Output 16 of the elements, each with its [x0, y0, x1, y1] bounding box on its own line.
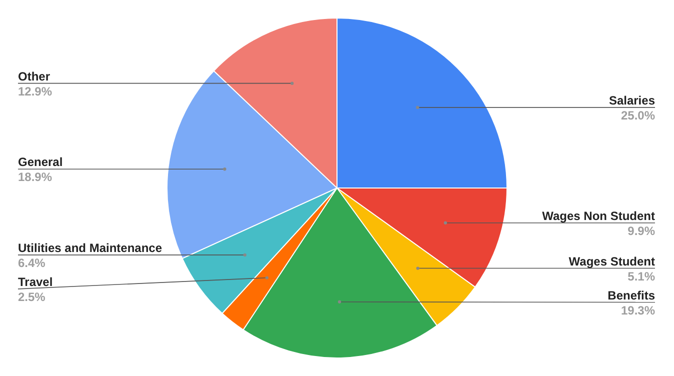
data-label: 25.0%	[620, 108, 656, 122]
slice-label: General	[18, 155, 63, 170]
slice-label: Other	[18, 69, 50, 84]
data-label: 9.9%	[628, 224, 656, 238]
slice-label: Utilities and Maintenance	[18, 240, 162, 255]
data-label: 5.1%	[628, 269, 656, 284]
slice-label: Travel	[18, 274, 53, 289]
data-label: 19.3%	[620, 303, 656, 318]
slice-label: Benefits	[608, 288, 656, 302]
slice-label: Wages Student	[568, 254, 655, 268]
data-label: 6.4%	[18, 256, 46, 270]
data-label: 18.9%	[18, 170, 52, 184]
slice-label: Wages Non Student	[542, 208, 655, 223]
data-label: 12.9%	[18, 84, 52, 98]
data-label: 2.5%	[18, 290, 46, 304]
slice-label: Salaries	[608, 93, 656, 108]
